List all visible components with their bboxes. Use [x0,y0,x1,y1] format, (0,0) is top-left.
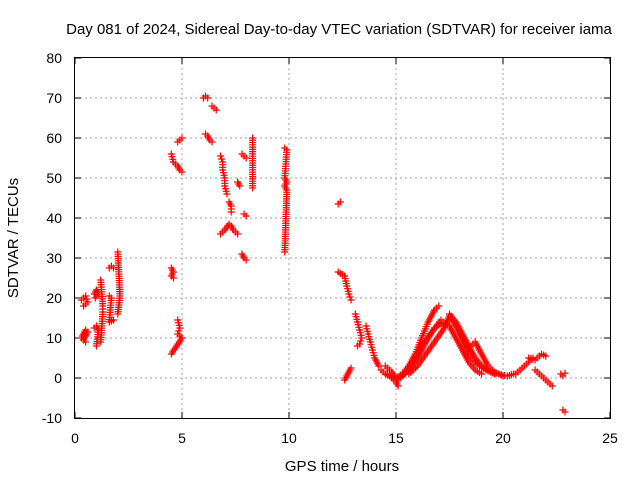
data-point [169,274,177,282]
data-point [347,296,355,304]
data-point [353,342,361,350]
data-point [242,154,250,162]
data-point [208,138,216,146]
data-point [408,367,416,375]
data-point [478,370,486,378]
data-points [77,92,569,416]
data-point [217,152,225,160]
data-point [204,94,212,102]
x-tick-label: 10 [281,430,297,446]
data-point [82,292,90,300]
y-tick-label: 30 [46,250,62,266]
data-point [83,295,91,303]
data-point [236,182,244,190]
data-point [110,316,118,324]
data-point [178,168,186,176]
y-tick-label: 10 [46,330,62,346]
data-point [346,293,354,301]
chart-title: Day 081 of 2024, Sidereal Day-to-day VTE… [66,21,612,38]
data-point [401,369,409,377]
data-point [281,248,289,256]
data-point [394,382,402,390]
data-point [92,342,100,350]
data-point [242,212,250,220]
data-point [542,352,550,360]
data-point [561,369,569,377]
data-point [82,338,90,346]
plot-frame [74,57,611,419]
x-tick-label: 0 [71,430,79,446]
grid-lines [75,58,610,418]
x-tick-label: 5 [178,430,186,446]
y-tick-label: 60 [46,130,62,146]
data-point [396,374,404,382]
y-tick-label: -10 [42,410,62,426]
data-point [400,371,408,379]
x-tick-label: 20 [495,430,511,446]
data-point [398,372,406,380]
data-point [234,230,242,238]
x-axis-label: GPS time / hours [285,458,399,475]
data-point [176,324,184,332]
data-point [227,208,235,216]
data-point [357,337,365,345]
tick-labels: 0 5 10 15 20 25 -10 0 10 20 30 40 50 60 70 80 [42,50,618,446]
data-point [178,134,186,142]
data-point [80,302,88,310]
data-point [345,290,353,298]
y-tick-label: 40 [46,210,62,226]
data-point [548,382,556,390]
data-point [223,190,231,198]
y-tick-label: 50 [46,170,62,186]
data-point [435,302,443,310]
x-tick-label: 15 [388,430,404,446]
x-tick-label: 25 [602,430,618,446]
data-point [358,334,366,342]
data-point [407,368,415,376]
data-point [405,370,413,378]
data-point [218,155,226,163]
y-tick-label: 0 [54,370,62,386]
data-point [242,256,250,264]
data-point [334,200,342,208]
y-tick-label: 70 [46,90,62,106]
data-point [212,106,220,114]
y-tick-label: 20 [46,290,62,306]
data-point [91,294,99,302]
data-point [97,338,105,346]
data-point [167,350,175,358]
y-axis-label: SDTVAR / TECUs [5,178,22,298]
y-tick-label: 80 [46,50,62,66]
data-point [175,327,183,335]
data-point [412,364,420,372]
data-point [249,184,257,192]
data-point [561,408,569,416]
data-point [347,364,355,372]
data-point [114,310,122,318]
data-point [410,365,418,373]
data-point [375,362,383,370]
data-point [499,372,507,380]
